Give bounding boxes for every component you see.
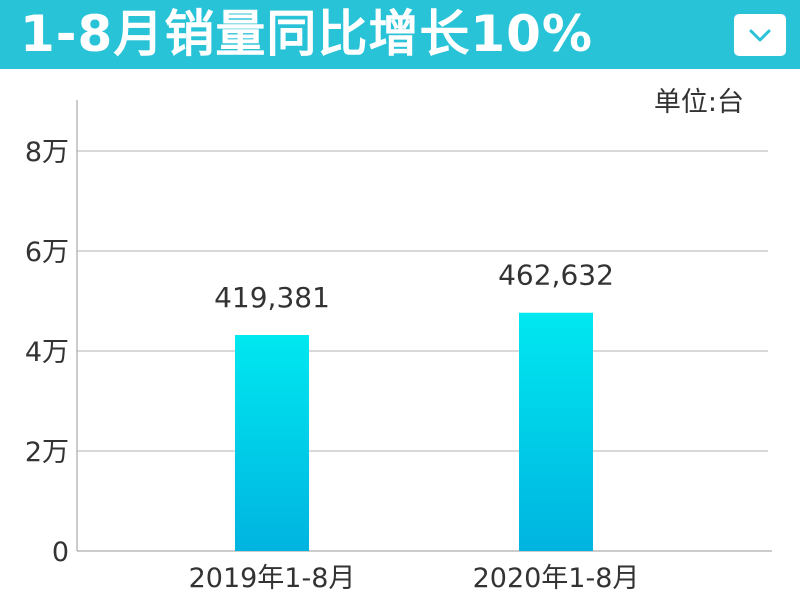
header-bar: 1-8月销量同比增长10% [0,0,800,69]
dropdown-button[interactable] [734,14,786,56]
bar-1 [235,335,309,551]
y-tick-label: 2万 [25,437,69,468]
category-label-2: 2020年1-8月 [473,563,640,594]
y-tick-label: 4万 [25,337,69,368]
page-title: 1-8月销量同比增长10% [20,5,594,63]
y-tick-label: 8万 [25,137,69,168]
y-tick-label: 6万 [25,237,69,268]
data-label-2: 462,632 [498,259,614,292]
data-label-1: 419,381 [214,281,330,314]
y-tick-label: 0 [52,537,69,568]
chevron-down-icon [749,29,771,42]
unit-label: 单位:台 [653,87,744,118]
category-label-1: 2019年1-8月 [189,563,356,594]
bar-2 [519,312,593,551]
